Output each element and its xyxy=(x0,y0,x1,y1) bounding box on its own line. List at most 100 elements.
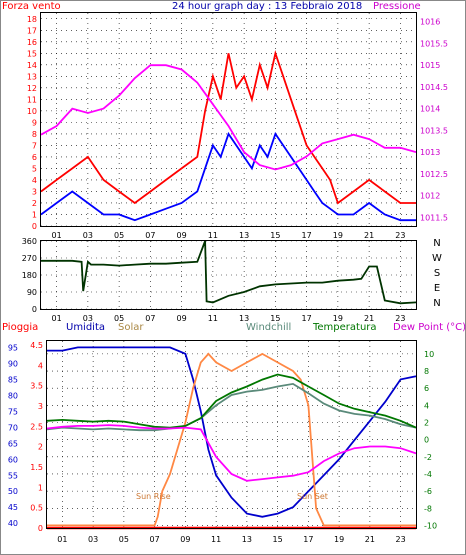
panel2-direction-label: E xyxy=(434,283,440,294)
panel2-x-tick: 13 xyxy=(239,314,249,323)
panel3-temp-tick: 10 xyxy=(424,350,434,359)
panel1-x-tick: 01 xyxy=(52,231,62,240)
panel3-rain-tick: 1 xyxy=(38,483,43,492)
panel1-left-tick: 17 xyxy=(27,26,37,35)
panel1-x-tick: 19 xyxy=(333,231,343,240)
panel2-x-tick: 05 xyxy=(114,314,124,323)
panel2-x-tick: 17 xyxy=(302,314,312,323)
panel2-x-tick: 11 xyxy=(208,314,218,323)
panel2-x-tick: 21 xyxy=(364,314,374,323)
panel3-rain-tick: 3 xyxy=(38,402,43,411)
panel1-right-tick: 1012.5 xyxy=(420,170,448,179)
panel2-direction-label: N xyxy=(433,298,440,309)
panel1-right-axis: 1011.5 1012 1012.5 1013 1013.5 1014 1014.5 1015… xyxy=(420,18,448,223)
panel3-temp-tick: -2 xyxy=(424,453,432,462)
panel3-x-tick: 01 xyxy=(57,535,67,544)
panel1-left-tick: 3 xyxy=(32,187,37,196)
panel1-left-tick: 8 xyxy=(32,130,37,139)
panel3-rain-tick: 4.5 xyxy=(30,341,43,350)
panel3-rain-tick: 1.5 xyxy=(30,463,43,472)
panel3-label-dewpoint: Dew Point (°C) xyxy=(393,322,466,333)
panel2-x-axis: 01 03 05 07 09 11 13 15 17 19 21 23 xyxy=(52,314,406,323)
panel3-grid xyxy=(47,341,416,528)
panel1-right-tick: 1013.5 xyxy=(420,126,448,135)
panel3-series-windchill xyxy=(46,382,417,432)
panel2-series-direction xyxy=(41,240,417,305)
panel3-humidity-tick: 80 xyxy=(8,391,18,400)
panel1-left-tick: 15 xyxy=(27,49,37,58)
panel2-left-tick: 0 xyxy=(32,305,37,314)
panel3-humidity-tick: 70 xyxy=(8,423,18,432)
panel1-left-tick: 18 xyxy=(27,15,37,24)
panel1-left-tick: 14 xyxy=(27,61,37,70)
panel3-series-temperatura xyxy=(46,373,417,429)
panel3-temp-tick: 0 xyxy=(424,436,429,445)
panel3-series-dew-point-c xyxy=(46,424,417,482)
panel3-label-temperature: Temperatura xyxy=(312,322,377,333)
panel1-x-tick: 21 xyxy=(364,231,374,240)
panel1-x-tick: 09 xyxy=(177,231,187,240)
sunrise-annotation: Sun Rise xyxy=(136,492,171,501)
panel3-x-tick: 21 xyxy=(365,535,375,544)
panel1-x-tick: 03 xyxy=(83,231,93,240)
panel2-x-tick: 09 xyxy=(177,314,187,323)
sunset-annotation: Sun Set xyxy=(297,492,328,501)
panel3-temperature-axis: -10 -8 -6 -4 -2 0 2 4 6 8 10 xyxy=(424,350,437,531)
panel1-series-average xyxy=(40,131,416,222)
panel3-humidity-tick: 85 xyxy=(8,375,18,384)
panel3-temp-tick: -10 xyxy=(424,521,437,530)
panel1-left-tick: 4 xyxy=(32,176,37,185)
panel1-series xyxy=(40,49,417,222)
panel2-x-tick: 19 xyxy=(333,314,343,323)
panel1-left-label: Forza vento xyxy=(2,1,61,12)
panel3-series-umidita xyxy=(47,346,417,518)
panel3-humidity-tick: 95 xyxy=(8,343,18,352)
panel2-direction-label: S xyxy=(434,268,440,279)
panel2-left-tick: 360 xyxy=(22,237,37,246)
panel3-humidity-tick: 90 xyxy=(8,359,18,368)
panel2-left-tick: 180 xyxy=(22,271,37,280)
panel1-x-tick: 11 xyxy=(208,231,218,240)
panel1-right-tick: 1011.5 xyxy=(420,213,448,222)
panel3-x-tick: 23 xyxy=(396,535,406,544)
panel1-frame xyxy=(40,12,417,227)
panel3-temp-tick: 2 xyxy=(424,418,429,427)
panel3-temp-tick: -6 xyxy=(424,487,432,496)
panel1-right-tick: 1012 xyxy=(420,192,440,201)
panel3-humidity-tick: 60 xyxy=(8,455,18,464)
panel3-x-axis: 01 03 05 07 09 11 13 15 17 19 21 23 xyxy=(57,535,405,544)
panel1-left-tick: 7 xyxy=(32,141,37,150)
panel1-right-tick: 1015 xyxy=(420,61,440,70)
panel3-temp-tick: -4 xyxy=(424,470,432,479)
panel1-right-tick: 1016 xyxy=(420,18,440,27)
panel1-left-tick: 1 xyxy=(32,210,37,219)
panel1-left-tick: 13 xyxy=(27,72,37,81)
panel1-x-tick: 17 xyxy=(302,231,312,240)
panel3-rain-tick: 2 xyxy=(38,443,43,452)
panel1-right-label: Pressione xyxy=(373,1,421,12)
panel1-series-gust xyxy=(40,49,416,205)
panel1-title: 24 hour graph day : 13 Febbraio 2018 xyxy=(172,1,362,12)
panel3-rain-tick: 0 xyxy=(38,524,43,533)
panel3-x-tick: 13 xyxy=(242,535,252,544)
panel1-x-tick: 07 xyxy=(145,231,155,240)
panel3-x-tick: 03 xyxy=(88,535,98,544)
panel2-series xyxy=(41,240,417,305)
panel2-left-tick: 90 xyxy=(27,288,37,297)
panel2-x-tick: 23 xyxy=(395,314,405,323)
panel1-left-tick: 9 xyxy=(32,118,37,127)
panel3-series-solar xyxy=(47,352,416,527)
panel3-x-tick: 15 xyxy=(273,535,283,544)
panel3-humidity-tick: 45 xyxy=(8,503,18,512)
panel2-direction-label: W xyxy=(432,253,442,264)
panel3-x-tick: 09 xyxy=(180,535,190,544)
panel3-temp-tick: 8 xyxy=(424,367,429,376)
panel3-x-tick: 07 xyxy=(150,535,160,544)
panel3-temp-tick: 6 xyxy=(424,384,429,393)
panel1-left-tick: 5 xyxy=(32,164,37,173)
panel1-right-tick: 1014.5 xyxy=(420,83,448,92)
panel3-x-tick: 11 xyxy=(211,535,221,544)
